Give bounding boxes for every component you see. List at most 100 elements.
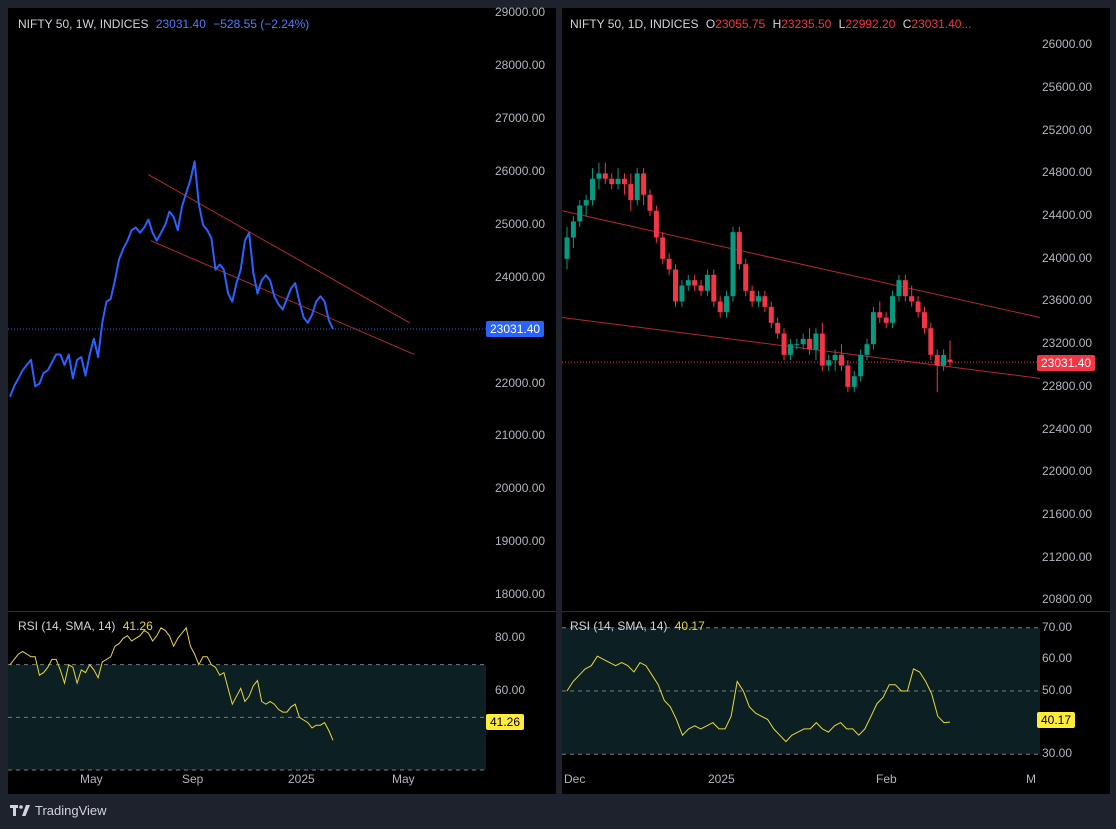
daily-candle-body <box>736 232 742 265</box>
daily-candle-body <box>787 344 793 355</box>
weekly-chart-pane[interactable]: NIFTY 50, 1W, INDICES 23031.40 −528.55 (… <box>8 5 556 794</box>
weekly-legend: NIFTY 50, 1W, INDICES 23031.40 −528.55 (… <box>18 17 309 31</box>
weekly-change: −528.55 (−2.24%) <box>213 17 310 31</box>
daily-candle-body <box>838 354 844 366</box>
daily-rsi-series <box>566 655 951 743</box>
daily-rsi-tick: 50.00 <box>1042 683 1073 697</box>
daily-chart-canvas[interactable] <box>562 8 1110 794</box>
weekly-time-tick: 2025 <box>288 772 315 786</box>
daily-candle-body <box>775 322 781 334</box>
daily-candle-body <box>596 173 602 179</box>
daily-time-tick: Feb <box>876 772 897 786</box>
daily-candle-body <box>819 333 825 366</box>
daily-price-tick: 21600.00 <box>1042 506 1093 521</box>
daily-candle-body <box>858 354 864 377</box>
daily-rsi-legend: RSI (14, SMA, 14) 40.17 <box>570 619 705 633</box>
daily-candle-body <box>583 200 589 206</box>
weekly-price-tick: 29000.00 <box>495 5 546 20</box>
daily-candle-body <box>647 194 653 211</box>
daily-candle-body <box>768 306 774 323</box>
daily-rsi-tick: 30.00 <box>1042 746 1073 761</box>
daily-candle-body <box>941 354 947 366</box>
daily-candle-body <box>915 301 921 313</box>
daily-candle-body <box>794 344 800 346</box>
daily-candle-body <box>634 173 640 201</box>
weekly-time-tick: May <box>392 772 415 786</box>
daily-price-tick: 26000.00 <box>1042 37 1093 52</box>
daily-price-tick: 25200.00 <box>1042 122 1093 137</box>
daily-candle-body <box>564 237 570 259</box>
daily-candle-body <box>743 264 749 291</box>
weekly-price-tick: 22000.00 <box>495 375 546 390</box>
weekly-time-tick: Sep <box>182 772 204 786</box>
daily-symbol: NIFTY 50, 1D, INDICES <box>570 17 699 31</box>
weekly-price-tag: 23031.40 <box>486 321 545 337</box>
daily-price-tick: 22400.00 <box>1042 421 1093 436</box>
weekly-chart-canvas[interactable] <box>8 8 556 794</box>
daily-open: 23055.75 <box>715 17 766 31</box>
weekly-last-price: 23031.40 <box>155 17 206 31</box>
daily-candle-body <box>730 232 736 297</box>
weekly-price-tick: 21000.00 <box>495 428 546 443</box>
daily-price-tick: 22800.00 <box>1042 378 1093 393</box>
weekly-rsi-tick: 60.00 <box>495 683 526 697</box>
daily-candle-body <box>877 312 883 318</box>
daily-high-label: H <box>772 17 782 31</box>
tradingview-logo-icon[interactable] <box>10 804 30 817</box>
daily-candle-body <box>781 333 787 355</box>
daily-price-tick: 24000.00 <box>1042 250 1093 265</box>
daily-candle-body <box>590 178 596 201</box>
daily-time-tick: 2025 <box>708 772 735 786</box>
daily-chart-pane[interactable]: NIFTY 50, 1D, INDICES O23055.75 H23235.5… <box>562 8 1110 794</box>
daily-rsi-label: RSI (14, SMA, 14) <box>570 619 668 633</box>
daily-candle-body <box>749 290 755 302</box>
weekly-rsi-legend: RSI (14, SMA, 14) 41.26 <box>18 619 153 633</box>
weekly-price-tick: 28000.00 <box>495 58 546 73</box>
daily-candle-body <box>756 296 761 302</box>
daily-candle-body <box>883 317 889 323</box>
daily-price-tick: 23200.00 <box>1042 336 1093 351</box>
daily-candle-body <box>679 285 685 302</box>
daily-rsi-band <box>562 627 1040 755</box>
daily-candle-body <box>615 178 621 185</box>
daily-candle-body <box>577 205 583 222</box>
daily-candle-body <box>826 360 832 366</box>
daily-trendline-1 <box>562 210 1041 318</box>
footer: TradingView <box>10 803 107 818</box>
daily-candle-body <box>832 354 838 361</box>
daily-candle-body <box>602 173 608 179</box>
daily-candle-body <box>762 296 768 307</box>
daily-rsi-tick: 60.00 <box>1042 651 1073 666</box>
daily-candle-body <box>641 173 647 195</box>
daily-candle-body <box>909 296 915 302</box>
daily-candle-body <box>724 296 730 313</box>
daily-price-tick: 20800.00 <box>1042 592 1093 607</box>
footer-brand[interactable]: TradingView <box>35 803 107 818</box>
daily-trendline-2 <box>562 317 1041 379</box>
daily-open-label: O <box>705 17 716 31</box>
daily-candle-body <box>673 269 679 302</box>
weekly-rsi-tick: 80.00 <box>495 630 526 645</box>
daily-candle-body <box>807 338 813 350</box>
daily-candle-body <box>870 312 876 345</box>
daily-rsi-value: 40.17 <box>674 619 705 633</box>
daily-time-tick: Dec <box>564 772 586 786</box>
daily-candle-body <box>921 312 927 329</box>
daily-candle-body <box>692 280 698 286</box>
daily-high: 23235.50 <box>781 17 832 31</box>
daily-price-tick: 21200.00 <box>1042 549 1093 564</box>
daily-candle-body <box>928 328 934 355</box>
pane-separator[interactable] <box>562 611 1110 612</box>
weekly-rsi-label: RSI (14, SMA, 14) <box>18 619 116 633</box>
daily-price-tag: 23031.40 <box>1037 355 1096 371</box>
daily-candle-body <box>711 274 717 302</box>
daily-candle-body <box>800 338 806 345</box>
daily-candle-body <box>947 359 953 363</box>
daily-price-tick: 22000.00 <box>1042 464 1093 479</box>
daily-rsi-tick: 70.00 <box>1042 619 1073 634</box>
daily-candle-body <box>845 365 851 387</box>
daily-rsi-tag: 40.17 <box>1037 712 1076 728</box>
daily-candle-body <box>896 280 902 297</box>
pane-separator[interactable] <box>8 611 556 612</box>
daily-candle-body <box>864 344 870 355</box>
